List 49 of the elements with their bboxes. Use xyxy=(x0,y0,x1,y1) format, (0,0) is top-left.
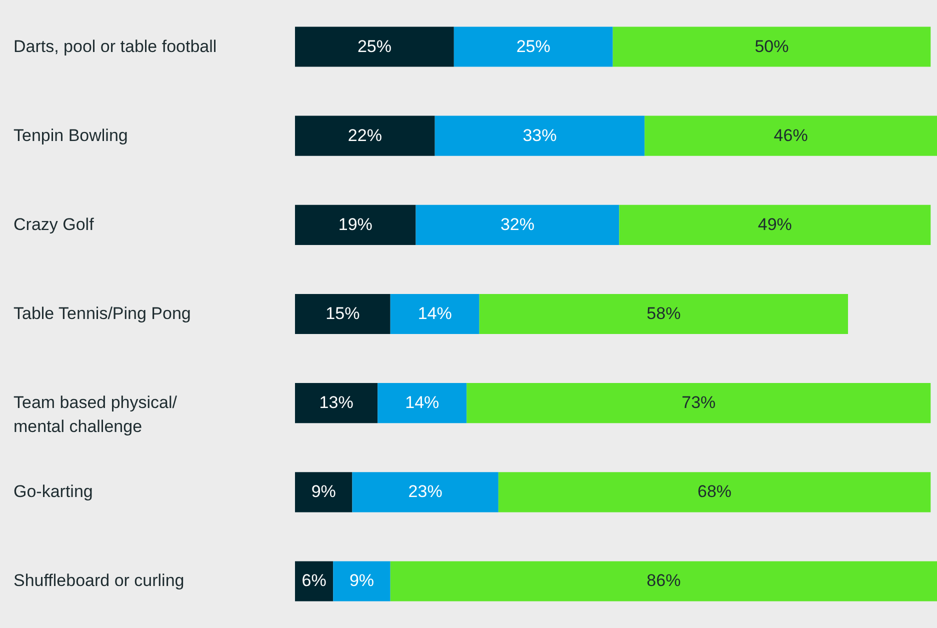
bar xyxy=(454,26,613,67)
y-tick-label: Crazy Golf xyxy=(14,214,94,234)
y-tick-label: Table Tennis/Ping Pong xyxy=(14,304,191,323)
bar xyxy=(295,116,435,156)
y-tick-label: Darts, pool or table football xyxy=(14,36,217,56)
data-label: 86% xyxy=(646,571,681,590)
bar xyxy=(466,383,931,424)
bar xyxy=(295,204,416,245)
data-label: 68% xyxy=(698,482,732,502)
data-label: 46% xyxy=(774,126,808,145)
data-label: 6% xyxy=(302,571,326,590)
y-tick-label: Team based physical/ mental challenge xyxy=(14,393,178,436)
data-label: 32% xyxy=(500,214,534,234)
data-label: 19% xyxy=(338,214,372,234)
bar xyxy=(619,204,931,245)
y-tick-label: Shuffleboard or curling xyxy=(14,571,184,590)
bar xyxy=(416,204,620,245)
bar xyxy=(612,26,931,67)
data-label: 25% xyxy=(357,36,392,56)
data-label: 14% xyxy=(418,304,452,323)
data-label: 58% xyxy=(646,304,681,323)
data-label: 15% xyxy=(326,304,360,323)
bar xyxy=(390,561,937,602)
data-label: 50% xyxy=(754,36,789,56)
bar xyxy=(333,561,390,602)
bar xyxy=(434,116,645,156)
data-label: 33% xyxy=(522,126,557,145)
bar xyxy=(295,472,352,512)
data-label: 25% xyxy=(516,36,550,56)
bar xyxy=(378,383,467,424)
bar xyxy=(295,383,378,424)
data-label: 49% xyxy=(758,214,792,234)
bar xyxy=(295,294,390,334)
data-label: 14% xyxy=(405,393,440,412)
bar xyxy=(295,561,334,602)
data-label: 23% xyxy=(408,482,442,502)
y-tick-label: Go-karting xyxy=(14,482,93,502)
data-label: 9% xyxy=(349,571,374,590)
bar xyxy=(479,294,848,334)
bar xyxy=(644,116,937,156)
bar xyxy=(295,26,454,67)
data-label: 22% xyxy=(348,126,382,145)
bar xyxy=(352,472,498,512)
bar xyxy=(498,472,931,512)
data-label: 13% xyxy=(319,393,354,412)
y-tick-label: Tenpin Bowling xyxy=(14,126,128,145)
data-label: 9% xyxy=(311,482,336,502)
data-label: 73% xyxy=(682,393,716,412)
bar xyxy=(390,294,480,334)
